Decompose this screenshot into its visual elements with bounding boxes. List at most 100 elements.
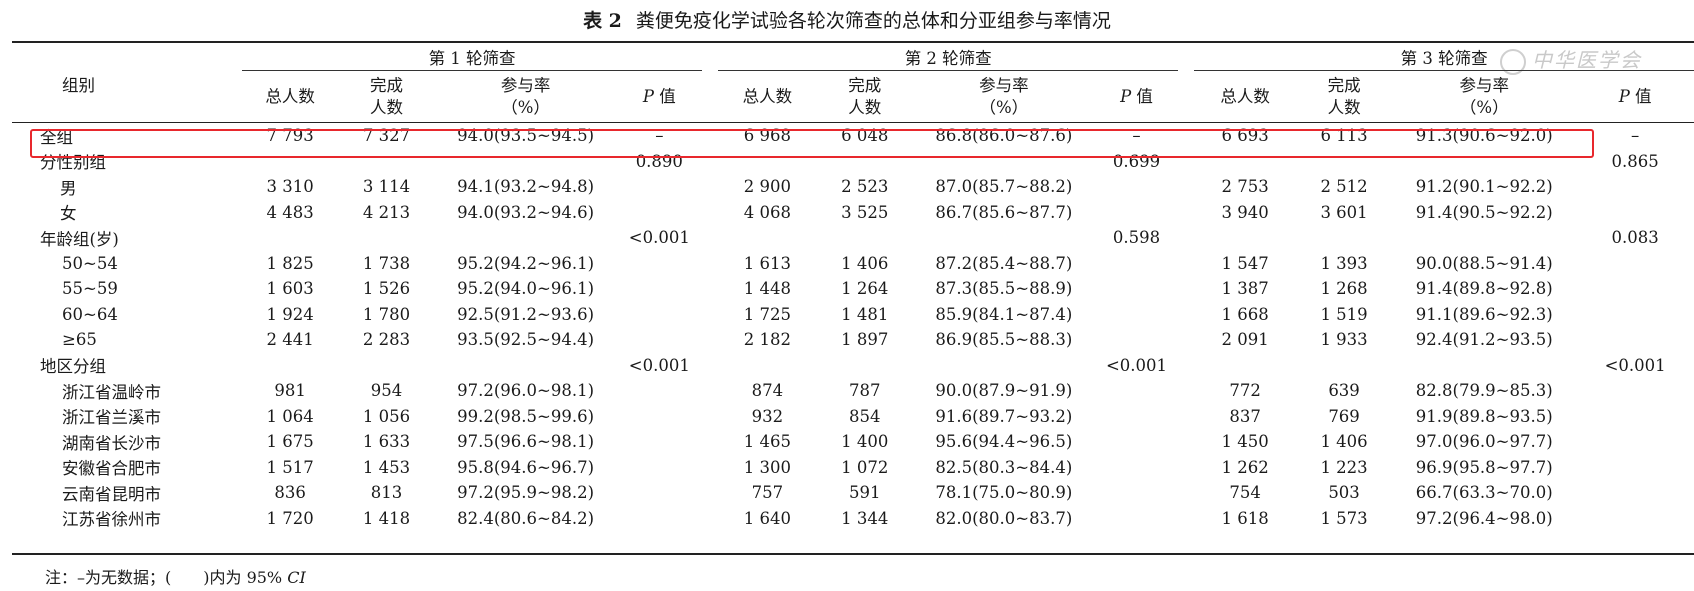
cell-total: 1 640 <box>743 508 791 528</box>
cell-total: 2 441 <box>266 330 314 350</box>
cell-p: <0.001 <box>628 228 690 248</box>
col-done-header: 完成 人数 <box>338 71 434 124</box>
cell-done: 3 114 <box>362 177 411 197</box>
p-italic: P <box>1618 87 1630 106</box>
row-label: 湖南省长沙市 <box>62 433 161 453</box>
col-p-header: P 值 <box>617 71 703 124</box>
cell-p <box>1095 429 1178 455</box>
total-label: 总人数 <box>1220 87 1270 106</box>
done-label-1: 完成 <box>1327 76 1361 95</box>
cell-total: 1 668 <box>1221 304 1269 324</box>
cell-rate <box>1392 225 1576 251</box>
row-label: 女 <box>60 204 77 224</box>
cell-total <box>718 225 816 251</box>
cell-done: 1 418 <box>362 508 411 528</box>
cell-done: 7 327 <box>362 126 411 146</box>
cell-done <box>1296 225 1392 251</box>
cell-rate: 95.2(94.2~96.1) <box>457 253 595 273</box>
cell-p: <0.001 <box>1105 355 1168 375</box>
cell-done <box>817 225 913 251</box>
cell-rate: 85.9(84.1~87.4) <box>935 304 1073 324</box>
cell-total <box>242 353 338 379</box>
header-rule <box>12 122 1694 123</box>
cell-total: 1 064 <box>266 406 314 426</box>
cell-p <box>1576 276 1694 302</box>
participation-table: 组别 第 1 轮筛查 第 2 轮筛查 第 3 轮筛查 总人数 完成 人数 参与率 （%）… <box>12 44 1694 531</box>
cell-p: <0.001 <box>628 355 690 375</box>
done-label-2: 人数 <box>369 98 403 117</box>
table-caption: 粪便免疫化学试验各轮次筛查的总体和分亚组参与率情况 <box>635 10 1111 32</box>
cell-rate: 82.5(80.3~84.4) <box>935 457 1073 477</box>
p-italic: P <box>1120 87 1132 106</box>
table-row: 浙江省温岭市 981 954 97.2(96.0~98.1) 874 787 90.0(87… <box>12 378 1694 404</box>
cell-done: 1 526 <box>362 279 411 299</box>
cell-done <box>817 353 913 379</box>
cell-done: 1 633 <box>362 432 411 452</box>
table-note: 注：–为无数据；( )内为 95% CI <box>45 564 306 588</box>
cell-done: 1 897 <box>841 330 889 350</box>
cell-done: 3 525 <box>841 202 889 222</box>
cell-rate <box>435 353 617 379</box>
col-p-header: P 值 <box>1576 71 1694 124</box>
cell-total: 2 753 <box>1221 177 1269 197</box>
cell-done: 1 400 <box>841 432 889 452</box>
col-rate-header: 参与率 （%） <box>1392 71 1576 124</box>
cell-p <box>617 429 703 455</box>
cell-rate: 95.6(94.4~96.5) <box>935 432 1073 452</box>
rate-label-1: 参与率 <box>979 76 1029 95</box>
col-done-header: 完成 人数 <box>817 71 913 124</box>
cell-total: 3 940 <box>1221 202 1269 222</box>
cell-total: 932 <box>751 406 784 426</box>
cell-rate: 97.2(96.4~98.0) <box>1415 508 1553 528</box>
col-p-header: P 值 <box>1095 71 1178 124</box>
cell-total: 1 465 <box>743 432 791 452</box>
cell-p <box>1095 327 1178 353</box>
cell-done: 1 056 <box>362 406 411 426</box>
cell-total: 1 300 <box>743 457 791 477</box>
table-row: 地区分组 <0.001 <0.001 <0.001 <box>12 353 1694 379</box>
done-label-2: 人数 <box>1327 98 1361 117</box>
table-row: 湖南省长沙市 1 675 1 633 97.5(96.6~98.1) 1 465 1 40… <box>12 429 1694 455</box>
cell-done: 1 406 <box>841 253 889 273</box>
cell-done: 1 573 <box>1320 508 1368 528</box>
cell-done: 1 406 <box>1320 432 1368 452</box>
cell-total <box>1194 353 1296 379</box>
p-suffix: 值 <box>1629 87 1652 106</box>
table-row: 云南省昆明市 836 813 97.2(95.9~98.2) 757 591 78.1(75… <box>12 480 1694 506</box>
cell-done: 2 512 <box>1320 177 1368 197</box>
cell-total: 1 675 <box>266 432 314 452</box>
cell-rate <box>913 225 1095 251</box>
col-done-header: 完成 人数 <box>1296 71 1392 124</box>
cell-p: – <box>1631 126 1640 146</box>
cell-p: – <box>1132 126 1141 146</box>
cell-done: 769 <box>1328 406 1360 426</box>
row-label: 分性别组 <box>40 153 106 173</box>
cell-p <box>1576 200 1694 226</box>
row-label: 年龄组(岁) <box>40 229 119 249</box>
col-rate-header: 参与率 （%） <box>913 71 1095 124</box>
done-label-2: 人数 <box>848 98 882 117</box>
cell-done: 1 481 <box>841 304 889 324</box>
cell-total <box>242 225 338 251</box>
cell-p <box>617 327 703 353</box>
cell-rate: 91.1(89.6~92.3) <box>1415 304 1553 324</box>
cell-rate: 82.4(80.6~84.2) <box>457 508 595 528</box>
cell-total: 6 968 <box>743 126 791 146</box>
cell-done: 1 453 <box>362 457 411 477</box>
cell-p <box>1095 174 1178 200</box>
table-number: 表 2 <box>583 10 622 32</box>
cell-total: 2 900 <box>743 177 791 197</box>
cell-rate <box>435 225 617 251</box>
round-2-header: 第 2 轮筛查 <box>718 44 1179 71</box>
cell-p <box>1095 251 1178 277</box>
cell-done: 1 738 <box>362 253 411 273</box>
cell-total: 6 693 <box>1221 126 1269 146</box>
cell-total: 1 547 <box>1221 253 1269 273</box>
cell-total: 837 <box>1229 406 1261 426</box>
cell-rate: 87.2(85.4~88.7) <box>935 253 1073 273</box>
rate-label-2: （%） <box>1459 98 1509 117</box>
cell-done <box>338 353 434 379</box>
cell-p <box>1576 455 1694 481</box>
cell-rate: 91.2(90.1~92.2) <box>1415 177 1553 197</box>
highlight-box <box>30 129 1594 158</box>
